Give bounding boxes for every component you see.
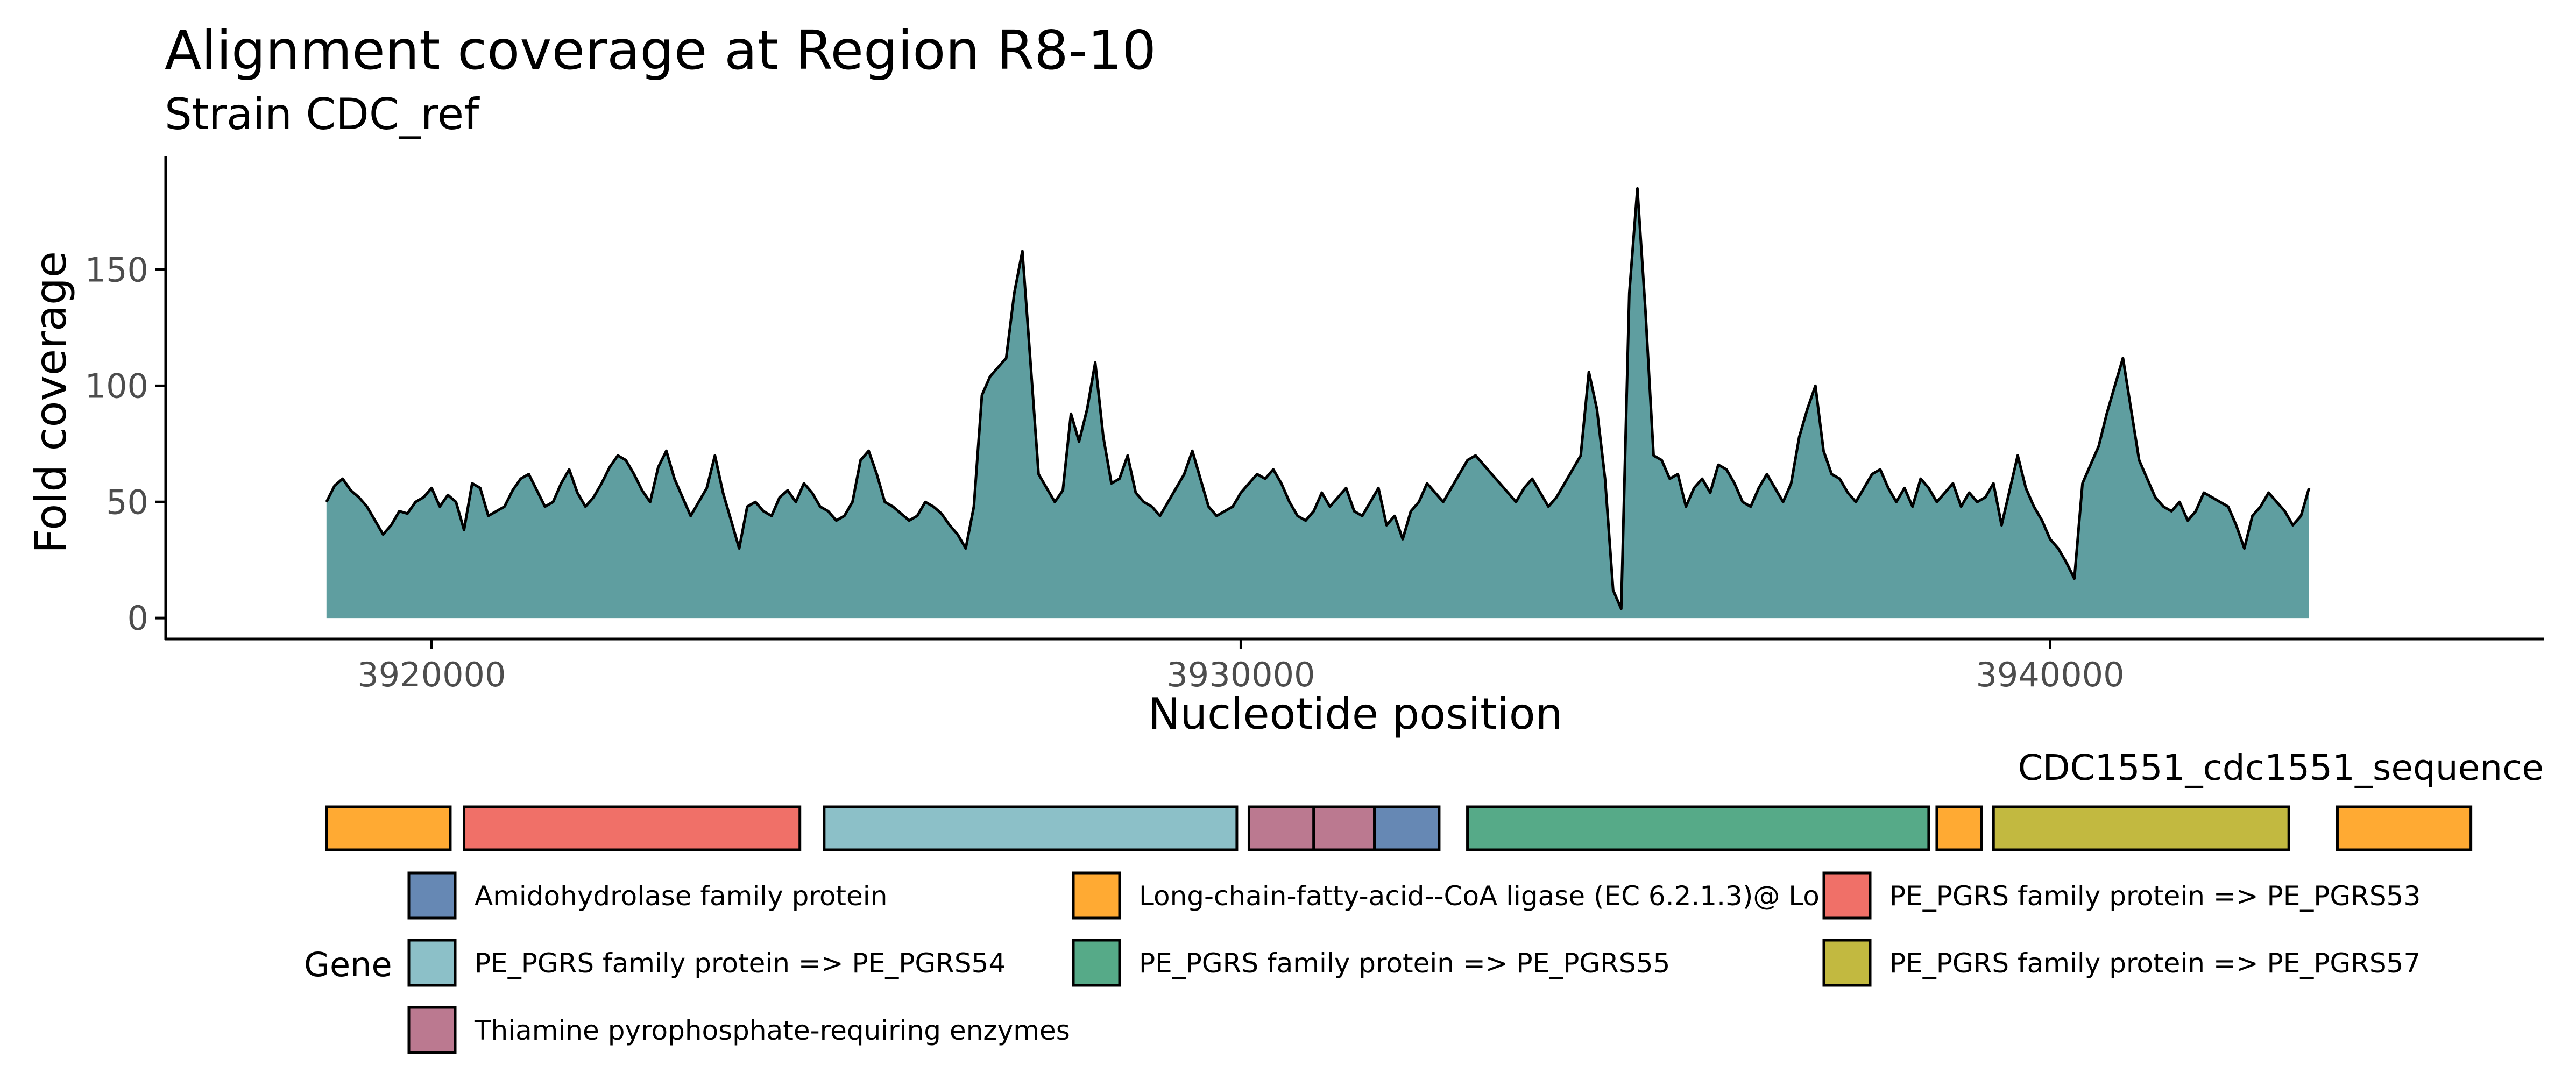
y-tick-label: 50 — [106, 482, 148, 522]
gene-segment — [2336, 805, 2473, 851]
legend-swatch — [407, 939, 457, 987]
legend-swatch — [1072, 939, 1121, 987]
legend-label: PE_PGRS family protein => PE_PGRS53 — [1889, 880, 2421, 912]
legend-swatch — [1072, 871, 1121, 920]
gene-track-title: CDC1551_cdc1551_sequence — [2018, 747, 2544, 788]
legend-label: PE_PGRS family protein => PE_PGRS55 — [1139, 948, 1670, 979]
gene-segment — [1247, 805, 1315, 851]
y-tick-label: 100 — [85, 366, 148, 406]
x-ticks: 3920000 3930000 3940000 — [357, 639, 2125, 694]
legend-title: Gene — [304, 945, 392, 984]
x-tick-label: 3940000 — [1976, 655, 2124, 694]
gene-segment — [1312, 805, 1376, 851]
y-ticks: 0 50 100 150 — [85, 251, 165, 638]
legend-swatch — [407, 1006, 457, 1054]
legend-swatch — [1822, 871, 1872, 920]
legend-label: Thiamine pyrophosphate-requiring enzymes — [474, 1015, 1070, 1046]
gene-segment — [1935, 805, 1983, 851]
chart-subtitle: Strain CDC_ref — [165, 89, 480, 139]
coverage-line — [325, 187, 2311, 610]
legend-label: PE_PGRS family protein => PE_PGRS57 — [1889, 948, 2421, 979]
legend-swatch — [407, 871, 457, 920]
legend: Amidohydrolase family protein Long-chain-… — [407, 871, 2421, 1054]
x-tick-label: 3930000 — [1166, 655, 1315, 694]
y-axis-title: Fold coverage — [26, 251, 76, 553]
y-tick-label: 150 — [85, 251, 148, 290]
gene-segment — [1373, 805, 1441, 851]
legend-label: PE_PGRS family protein => PE_PGRS54 — [475, 948, 1006, 979]
gene-segment — [325, 805, 452, 851]
x-axis-title: Nucleotide position — [1148, 689, 1563, 739]
legend-label: Long-chain-fatty-acid--CoA ligase (EC 6.… — [1139, 880, 1820, 912]
coverage-area — [326, 188, 2309, 619]
gene-segment — [463, 805, 802, 851]
chart-title: Alignment coverage at Region R8-10 — [165, 19, 1156, 82]
legend-label: Amidohydrolase family protein — [475, 880, 887, 912]
gene-track — [325, 805, 2473, 851]
gene-segment — [1992, 805, 2290, 851]
y-tick-label: 0 — [128, 599, 148, 638]
plot-area — [325, 187, 2311, 619]
legend-swatch — [1822, 939, 1872, 987]
gene-segment — [823, 805, 1239, 851]
gene-segment — [1466, 805, 1930, 851]
x-tick-label: 3920000 — [357, 655, 506, 694]
